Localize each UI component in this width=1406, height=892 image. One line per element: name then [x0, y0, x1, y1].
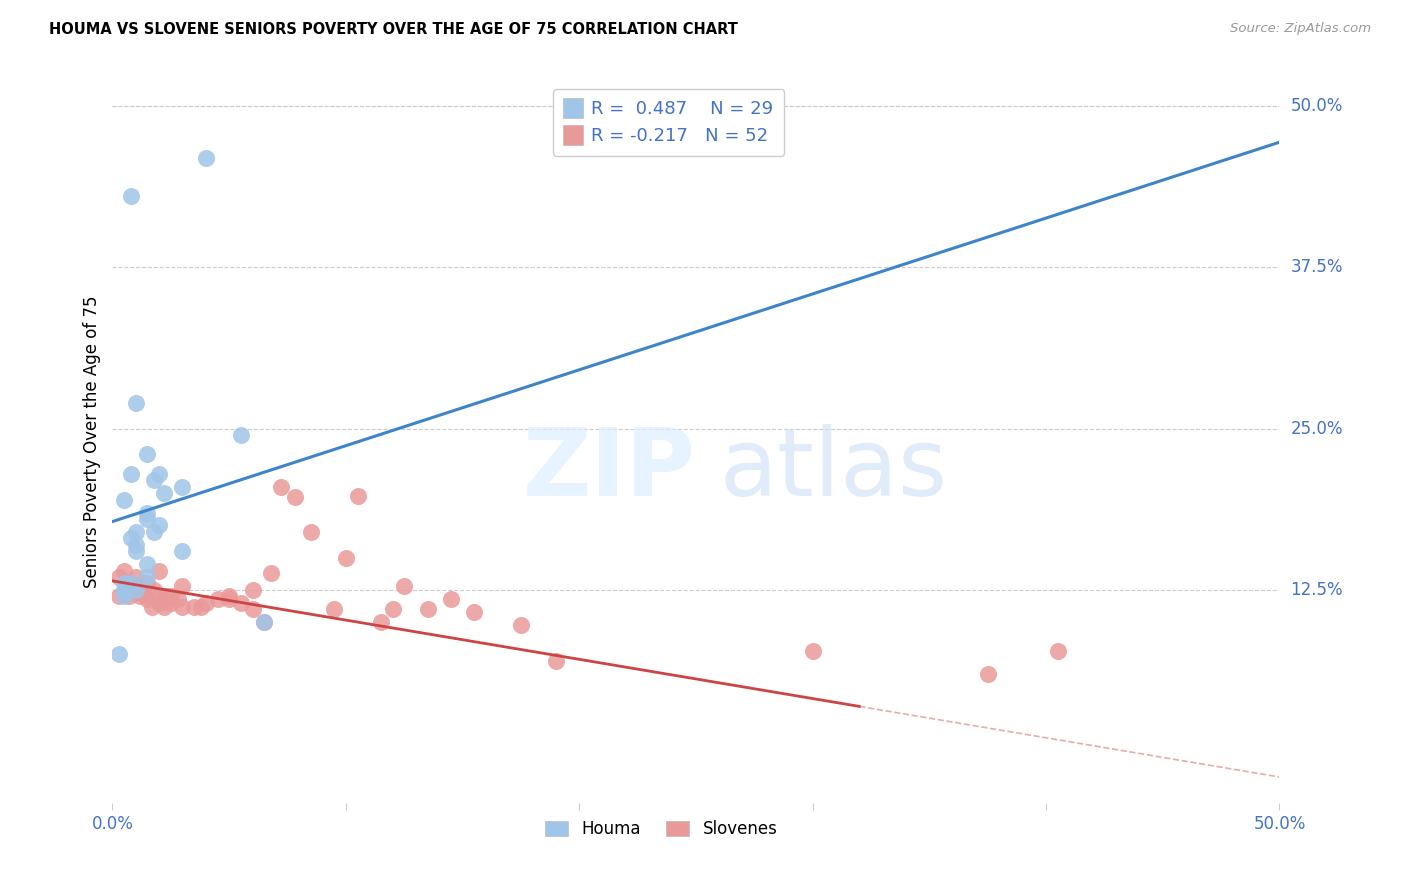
Point — [136, 447, 159, 461]
Point — [118, 590, 141, 604]
Point — [136, 557, 159, 571]
Point — [190, 599, 212, 614]
Point — [108, 590, 131, 604]
Point — [416, 602, 439, 616]
Point — [136, 576, 159, 591]
Text: ZIP: ZIP — [523, 425, 696, 516]
Point — [148, 590, 170, 604]
Point — [218, 590, 240, 604]
Point — [381, 602, 404, 616]
Point — [160, 596, 183, 610]
Point — [120, 467, 142, 481]
Text: Source: ZipAtlas.com: Source: ZipAtlas.com — [1230, 22, 1371, 36]
Point — [335, 550, 357, 565]
Point — [125, 582, 148, 597]
Point — [229, 596, 252, 610]
Point — [112, 564, 135, 578]
Point — [172, 599, 194, 614]
Point — [160, 590, 183, 604]
Point — [207, 591, 229, 606]
Point — [172, 544, 194, 558]
Point — [108, 570, 131, 584]
Point — [112, 492, 135, 507]
Point — [509, 617, 531, 632]
Point — [242, 582, 264, 597]
Point — [125, 544, 148, 558]
Point — [125, 570, 148, 584]
Y-axis label: Seniors Poverty Over the Age of 75: Seniors Poverty Over the Age of 75 — [83, 295, 101, 588]
Point — [112, 576, 135, 591]
Point — [440, 591, 463, 606]
Point — [1046, 643, 1069, 657]
Point — [172, 480, 194, 494]
Point — [260, 566, 283, 581]
Point — [253, 615, 276, 630]
Point — [143, 473, 166, 487]
Point — [129, 590, 152, 604]
Point — [346, 489, 368, 503]
Point — [544, 654, 567, 668]
Point — [112, 590, 135, 604]
Point — [155, 590, 177, 604]
Point — [108, 648, 131, 662]
Point — [148, 518, 170, 533]
Point — [283, 490, 305, 504]
Text: 12.5%: 12.5% — [1291, 581, 1343, 599]
Point — [125, 538, 148, 552]
Text: 50.0%: 50.0% — [1291, 97, 1343, 115]
Text: atlas: atlas — [720, 425, 948, 516]
Point — [394, 579, 416, 593]
Point — [976, 666, 998, 681]
Text: 37.5%: 37.5% — [1291, 259, 1343, 277]
Point — [120, 189, 142, 203]
Point — [136, 591, 159, 606]
Point — [148, 564, 170, 578]
Point — [136, 570, 159, 584]
Point — [120, 576, 142, 591]
Point — [323, 602, 346, 616]
Point — [172, 579, 194, 593]
Point — [125, 396, 148, 410]
Point — [299, 524, 322, 539]
Point — [143, 524, 166, 539]
Point — [136, 512, 159, 526]
Point — [125, 524, 148, 539]
Point — [229, 428, 252, 442]
Point — [120, 576, 142, 591]
Point — [153, 486, 176, 500]
Point — [120, 531, 142, 545]
Point — [194, 151, 217, 165]
Point — [132, 587, 155, 601]
Point — [242, 602, 264, 616]
Point — [370, 615, 392, 630]
Point — [183, 599, 205, 614]
Legend: Houma, Slovenes: Houma, Slovenes — [538, 814, 785, 845]
Point — [125, 582, 148, 597]
Point — [136, 506, 159, 520]
Point — [143, 582, 166, 597]
Point — [141, 599, 163, 614]
Point — [801, 643, 824, 657]
Point — [148, 596, 170, 610]
Point — [112, 582, 135, 597]
Point — [270, 480, 292, 494]
Point — [148, 467, 170, 481]
Text: HOUMA VS SLOVENE SENIORS POVERTY OVER THE AGE OF 75 CORRELATION CHART: HOUMA VS SLOVENE SENIORS POVERTY OVER TH… — [49, 22, 738, 37]
Point — [218, 591, 240, 606]
Point — [463, 605, 485, 619]
Text: 25.0%: 25.0% — [1291, 419, 1343, 438]
Point — [153, 599, 176, 614]
Point — [120, 582, 142, 597]
Point — [166, 591, 188, 606]
Point — [253, 615, 276, 630]
Point — [194, 596, 217, 610]
